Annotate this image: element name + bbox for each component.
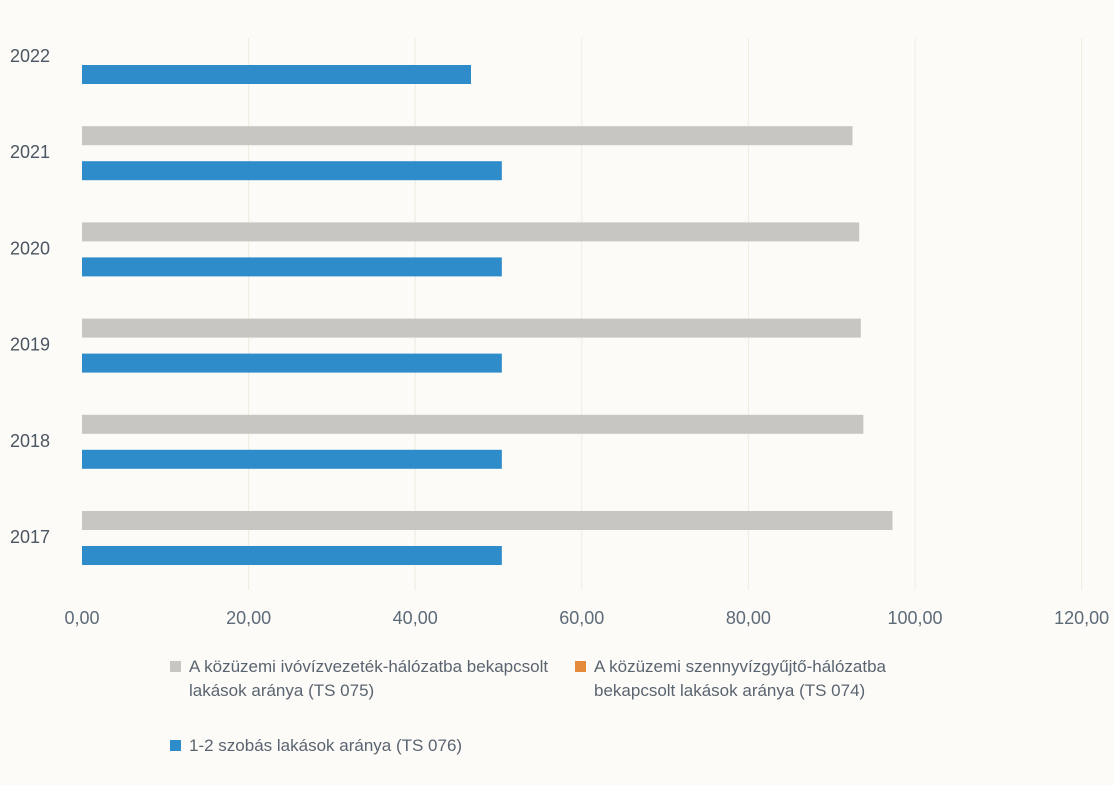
legend-label-rooms: 1-2 szobás lakások aránya (TS 076) — [189, 736, 463, 755]
legend-item-water: A közüzemi ivóvízvezeték-hálózatba bekap… — [170, 655, 549, 703]
bar-water — [82, 318, 861, 338]
y-tick-label: 2022 — [10, 46, 50, 66]
bar-water — [82, 511, 893, 530]
bar-rooms — [82, 65, 472, 84]
y-tick-label: 2017 — [10, 527, 50, 547]
bar-rooms — [82, 161, 502, 181]
bar-water — [82, 222, 860, 242]
bar-rooms — [82, 546, 502, 565]
x-tick-label: 100,00 — [887, 608, 942, 628]
legend-label-sewer: A közüzemi szennyvízgyűjtő-hálózatba bek… — [594, 657, 886, 700]
legend-swatch-water — [170, 661, 181, 672]
x-tick-label: 60,00 — [559, 608, 604, 628]
x-tick-label: 40,00 — [393, 608, 438, 628]
y-tick-label: 2021 — [10, 142, 50, 162]
bar-rooms — [82, 257, 502, 277]
bar-rooms — [82, 449, 502, 469]
bar-water — [82, 414, 864, 434]
x-tick-label: 80,00 — [726, 608, 771, 628]
legend-item-sewer: A közüzemi szennyvízgyűjtő-hálózatba bek… — [575, 655, 954, 703]
legend-swatch-sewer — [575, 661, 586, 672]
x-tick-label: 120,00 — [1054, 608, 1109, 628]
x-tick-label: 0,00 — [64, 608, 99, 628]
legend-label-water: A közüzemi ivóvízvezeték-hálózatba bekap… — [189, 657, 549, 700]
bar-rooms — [82, 353, 502, 373]
x-tick-label: 20,00 — [226, 608, 271, 628]
legend-swatch-rooms — [170, 740, 181, 751]
bar-water — [82, 126, 853, 146]
legend-item-rooms: 1-2 szobás lakások aránya (TS 076) — [170, 734, 549, 758]
y-tick-label: 2020 — [10, 238, 50, 258]
y-tick-label: 2018 — [10, 431, 50, 451]
y-tick-label: 2019 — [10, 335, 50, 355]
